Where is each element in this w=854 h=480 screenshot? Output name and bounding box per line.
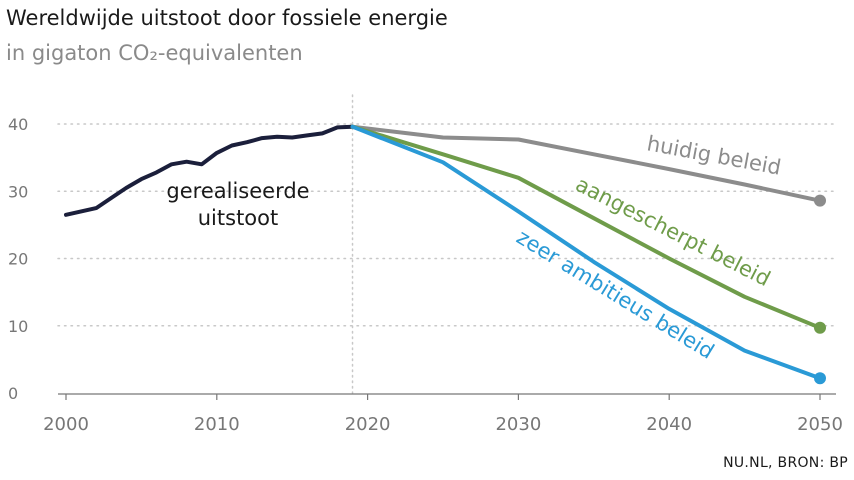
y-axis-ticks: 0 10 20 30 40	[8, 115, 28, 403]
chart-subtitle: in gigaton CO₂-equivalenten	[6, 41, 303, 65]
chart-source: NU.NL, BRON: BP	[723, 455, 848, 471]
end-marker-aangescherpt-beleid	[814, 321, 826, 334]
series-end-markers	[814, 194, 826, 385]
x-tick-2020: 2020	[345, 414, 391, 435]
x-axis-ticks: 2000 2010 2020 2030 2040 2050	[43, 394, 843, 435]
end-marker-huidig-beleid	[814, 194, 826, 207]
grid-lines	[57, 94, 837, 394]
x-tick-2030: 2030	[495, 414, 541, 435]
y-tick-30: 30	[8, 182, 28, 201]
x-tick-2010: 2010	[194, 414, 240, 435]
x-tick-2050: 2050	[797, 414, 843, 435]
end-marker-zeer-ambitieus-beleid	[814, 372, 826, 385]
series-line-huidig-beleid	[350, 124, 822, 203]
x-tick-2040: 2040	[646, 414, 692, 435]
series-label-gerealiseerde-uitstoot: gerealiseerde uitstoot	[166, 179, 309, 230]
y-tick-20: 20	[8, 250, 28, 269]
y-tick-10: 10	[8, 317, 28, 336]
x-tick-2000: 2000	[43, 414, 89, 435]
series-line-zeer-ambitieus-beleid	[350, 124, 822, 381]
y-tick-0: 0	[8, 384, 18, 403]
series-label-huidig-beleid: huidig beleid	[645, 131, 783, 179]
series-line-gerealiseerde-uitstoot	[64, 124, 355, 217]
y-tick-40: 40	[8, 115, 28, 134]
series-lines	[64, 124, 822, 381]
series-line-aangescherpt-beleid	[350, 124, 822, 330]
chart-title: Wereldwijde uitstoot door fossiele energ…	[6, 6, 448, 30]
